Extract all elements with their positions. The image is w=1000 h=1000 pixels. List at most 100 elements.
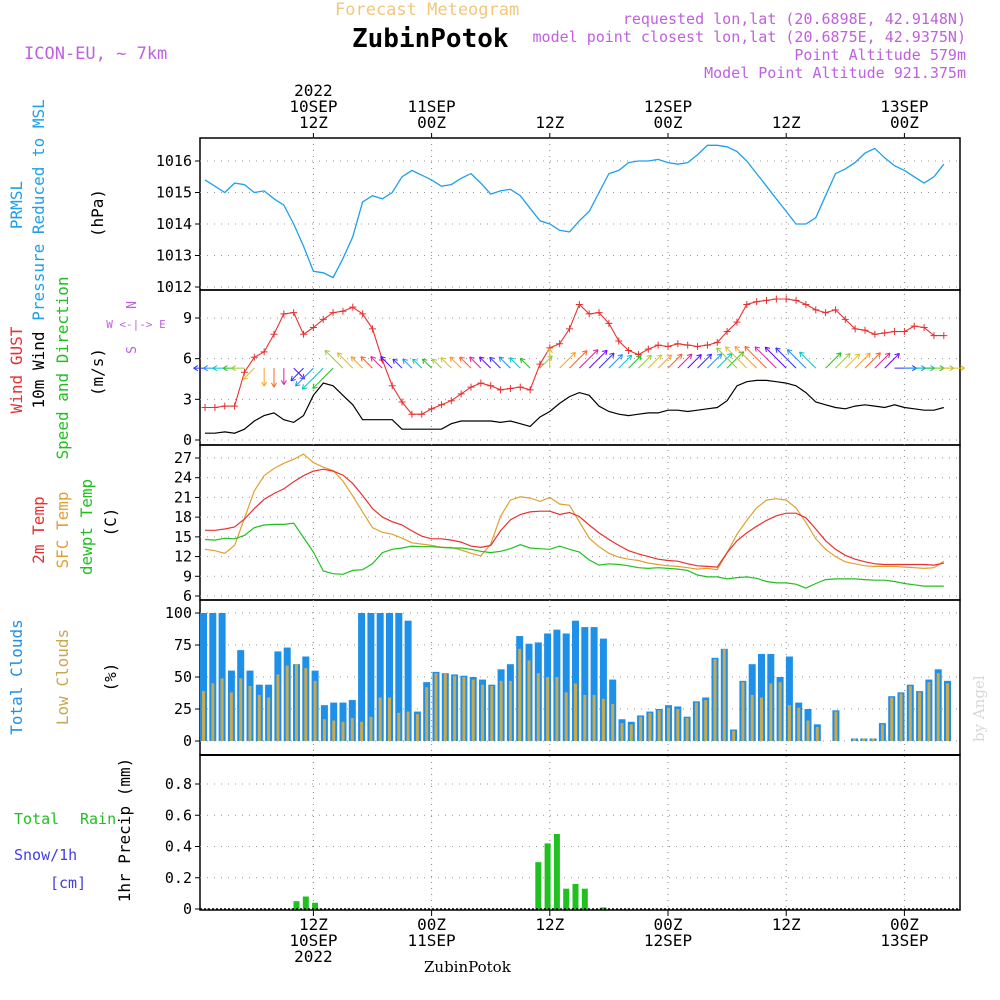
wind-arrow-head <box>570 351 576 358</box>
wind-arrow <box>638 354 652 369</box>
bottom-time-label: 00Z <box>890 915 919 934</box>
low-cloud-bar <box>322 719 326 741</box>
low-cloud-bar <box>481 684 484 741</box>
panel-border-precip <box>199 754 961 911</box>
wind-arrow-head <box>193 365 199 372</box>
wind-arrow-head <box>854 353 861 359</box>
top-time-label: 12Z <box>535 113 564 132</box>
top-time-label: 13SEP <box>880 97 928 116</box>
dewpt-line <box>204 522 944 589</box>
gust-marker <box>792 296 800 304</box>
wind-arrow-head <box>764 346 771 353</box>
low-cloud-bar <box>378 697 382 741</box>
gust-marker <box>211 403 219 411</box>
total-cloud-bar <box>590 627 598 741</box>
low-cloud-bar <box>685 717 689 741</box>
gust-line <box>205 298 944 415</box>
low-cloud-bar <box>257 694 261 741</box>
rain-bar <box>302 896 309 909</box>
gust-marker <box>477 379 485 387</box>
gust-marker <box>388 382 396 390</box>
wind-arrow-head <box>290 375 296 382</box>
low-cloud-bar <box>555 677 559 741</box>
y-tick-label: 0.2 <box>165 869 192 887</box>
top-time-label: 10SEP <box>289 97 337 116</box>
low-cloud-bar <box>936 673 940 741</box>
wind-arrow <box>734 346 758 369</box>
time-gridlines <box>312 133 905 916</box>
gust-marker <box>349 303 357 311</box>
gust-marker <box>319 315 327 323</box>
wind-arrow-head <box>592 349 599 355</box>
y-tick-label: 0.4 <box>165 838 192 856</box>
low-cloud-bar <box>620 723 624 741</box>
model-altitude: Model Point Altitude 921.375m <box>704 64 966 82</box>
gust-marker <box>270 330 278 338</box>
gust-marker <box>526 386 534 394</box>
wind-arrow-head <box>360 356 366 362</box>
y-tick-label: 100 <box>165 604 192 622</box>
gust-marker <box>290 309 298 317</box>
low-cloud-bar <box>787 705 791 741</box>
low-cloud-bar <box>471 679 475 741</box>
wind-arrow-head <box>609 352 615 359</box>
y-tick-label: 15 <box>174 528 192 546</box>
low-cloud-bar <box>946 683 949 741</box>
wind-arrow <box>350 356 364 369</box>
low-cloud-bar <box>536 673 540 741</box>
wind-arrow <box>884 353 900 369</box>
wind-arrow <box>647 354 662 369</box>
gust-marker <box>674 340 682 348</box>
gust-marker <box>920 323 928 331</box>
low-cloud-bar <box>583 694 587 741</box>
low-cloud-bar <box>202 691 205 741</box>
wind-arrow <box>370 356 383 369</box>
gust-marker <box>733 318 741 326</box>
gust-marker <box>428 405 436 413</box>
top-time-label: 00Z <box>654 113 683 132</box>
low-cloud-bar <box>639 716 643 741</box>
total-cloud-bar <box>209 613 217 741</box>
wind-arrow-head <box>380 356 386 362</box>
low-cloud-bar <box>657 710 661 741</box>
y-tick-label: 1014 <box>156 215 192 233</box>
wind-arrow-head <box>519 357 526 364</box>
wind-arrow-head <box>469 356 475 362</box>
wind-arrow-head <box>231 365 236 372</box>
low-cloud-bar <box>629 724 633 741</box>
low-cloud-bar <box>295 664 298 741</box>
wind-arrow-head <box>324 349 331 356</box>
wind-arrow <box>290 367 304 382</box>
compass-west-east: W <-|-> E <box>106 318 166 331</box>
total-cloud-bar <box>376 613 384 741</box>
y-tick-label: 0 <box>183 900 192 918</box>
gust-marker <box>398 398 406 406</box>
low-cloud-bar <box>229 692 233 741</box>
wind-arrow-head <box>656 354 663 360</box>
temp-ylabel: 2m Temp <box>29 496 48 563</box>
requested-point: requested lon,lat (20.6898E, 42.9148N) <box>622 10 966 28</box>
total-cloud-bar <box>200 613 207 741</box>
wind-arrow-head <box>754 346 760 352</box>
gust-marker <box>595 309 603 317</box>
sfc-temp-ylabel: SFC Temp <box>53 491 72 568</box>
gust-marker <box>841 315 849 323</box>
y-tick-label: 12 <box>174 548 192 566</box>
low-cloud-bar <box>248 685 252 741</box>
gust-marker <box>201 403 209 411</box>
gust-marker <box>369 325 376 333</box>
wind-arrow <box>440 357 452 369</box>
wind-arrow <box>677 353 693 369</box>
low-cloud-bar <box>388 697 391 741</box>
wind-arrow-head <box>626 354 633 361</box>
gust-marker <box>822 309 830 317</box>
gust-marker <box>575 300 583 308</box>
pressure-ylabel-short: PRMSL <box>7 181 26 229</box>
gust-markers <box>201 295 948 418</box>
low-cloud-bar <box>332 720 336 741</box>
low-cloud-bar <box>434 673 438 741</box>
gust-marker <box>654 341 662 349</box>
wind-arrow-head <box>799 351 805 358</box>
rain-bar <box>600 907 607 909</box>
wind-arrow <box>744 346 767 369</box>
